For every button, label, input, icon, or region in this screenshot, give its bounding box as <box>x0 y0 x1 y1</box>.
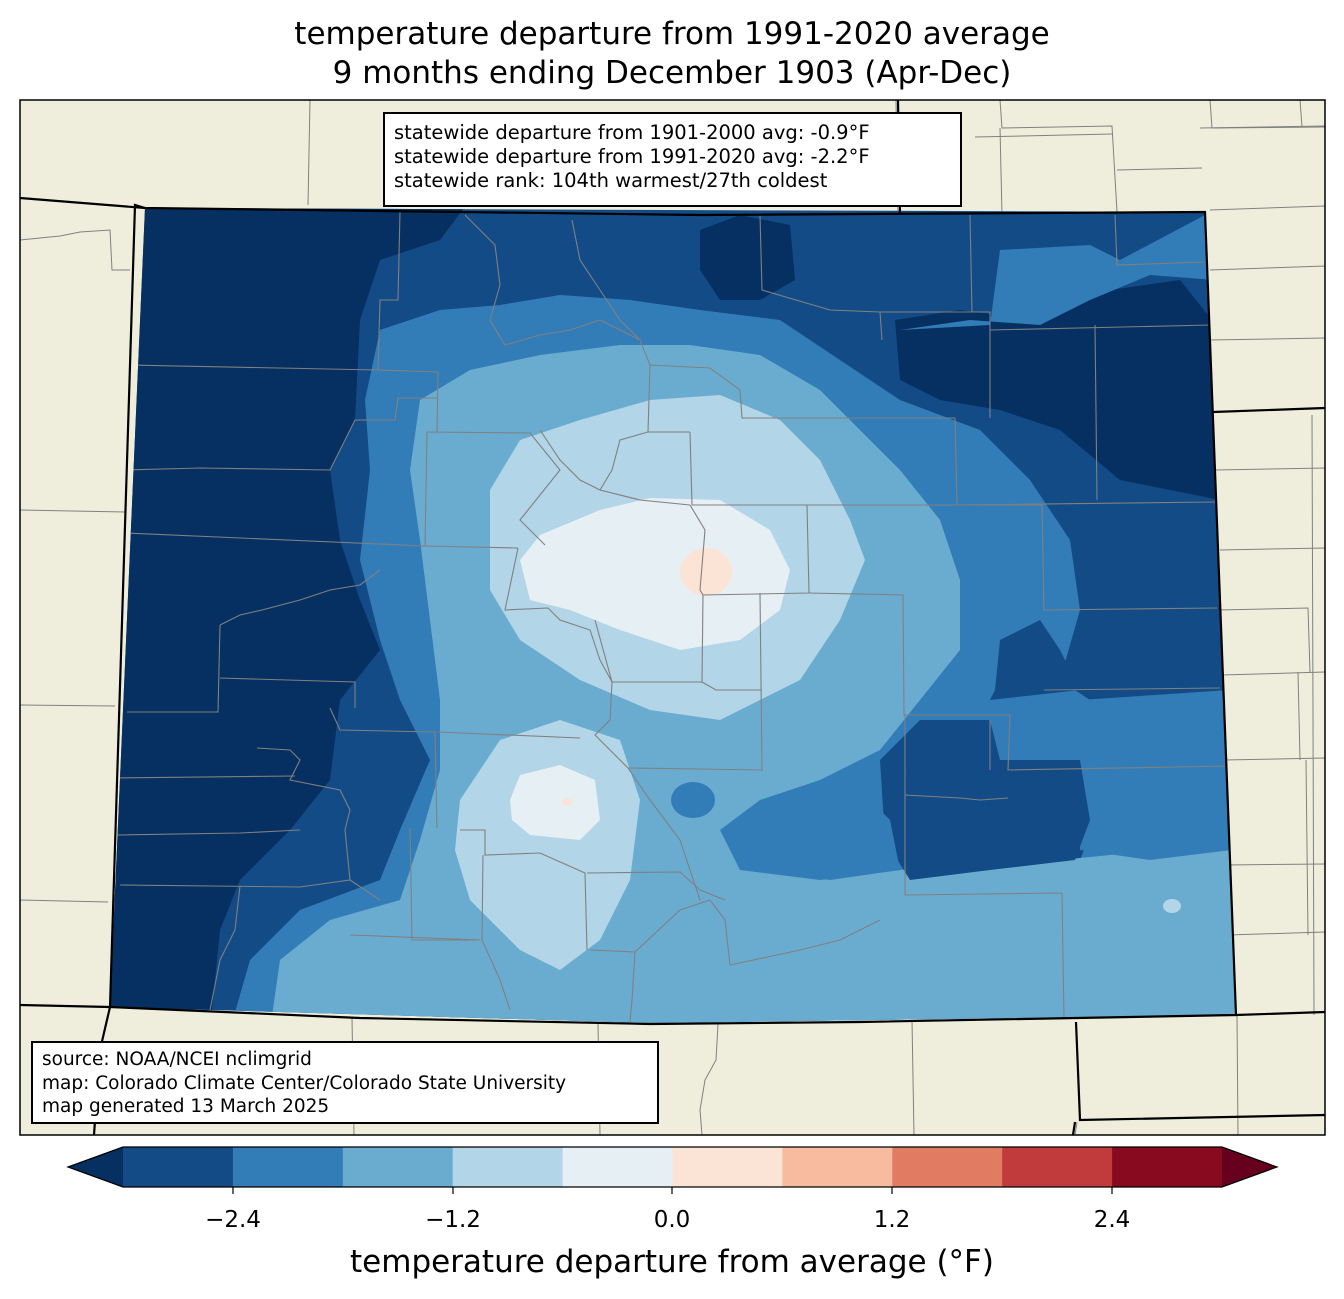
contour-band-minus-2-4-southeast-restore <box>885 760 1090 880</box>
colorbar-extend-low <box>68 1147 123 1187</box>
colorado-border <box>20 196 1238 1026</box>
source-map: map: Colorado Climate Center/Colorado St… <box>42 1072 567 1094</box>
stats-rank: statewide rank: 104th warmest/27th colde… <box>394 169 828 192</box>
texas-border <box>1071 1121 1077 1135</box>
oklahoma-panhandle-border <box>1074 1021 1325 1122</box>
colorbar-swatch <box>123 1147 234 1187</box>
colorbar-swatch <box>1002 1147 1113 1187</box>
colorbar-tick-label: −1.2 <box>425 1207 481 1233</box>
colorado-county-lines <box>112 211 1231 1023</box>
statewide-stats-box: statewide departure from 1901-2000 avg: … <box>383 112 962 207</box>
source-data: source: NOAA/NCEI nclimgrid <box>42 1049 312 1070</box>
colorbar-tick-label: −2.4 <box>205 1207 261 1233</box>
colorbar-swatch <box>672 1147 783 1187</box>
colorbar-swatch <box>1112 1147 1223 1187</box>
contour-band-0-0-north <box>520 498 790 650</box>
colorbar-swatch <box>782 1147 893 1187</box>
colorbar-swatch <box>342 1147 454 1187</box>
map-title-line1: temperature departure from 1991-2020 ave… <box>294 16 1050 52</box>
kansas-oklahoma-border <box>1235 1010 1325 1017</box>
stats-departure-1991-2020: statewide departure from 1991-2020 avg: … <box>394 145 870 168</box>
colorbar-swatch <box>452 1147 564 1187</box>
colorbar-label: temperature departure from average (°F) <box>350 1244 994 1280</box>
contour-band-below-minus-2-4-west <box>110 208 470 1023</box>
source-generated: map generated 13 March 2025 <box>42 1096 330 1117</box>
contour-band-minus-1-8-south <box>740 790 900 880</box>
contour-band-below-minus-2-4-north <box>700 215 795 300</box>
colorbar-extend-high <box>1222 1147 1277 1187</box>
temperature-anomaly-field <box>110 208 1236 1023</box>
contour-band-minus-2-4-east <box>990 620 1080 700</box>
colorbar-tick-label: 1.2 <box>873 1207 911 1233</box>
map-border <box>19 99 1326 1136</box>
stats-departure-1901-2000: statewide departure from 1901-2000 avg: … <box>394 121 870 144</box>
colorbar-swatch <box>562 1147 673 1187</box>
contour-band-minus-1-8-east <box>1080 690 1232 860</box>
map-title-line2: 9 months ending December 1903 (Apr-Dec) <box>332 55 1012 91</box>
colorbar-tick-label: 2.4 <box>1093 1207 1131 1233</box>
nebraska-kansas-border <box>1212 406 1325 414</box>
source-box: source: NOAA/NCEI nclimgrid map: Colorad… <box>31 1041 659 1124</box>
contour-band-minus-0-6-island <box>1163 899 1181 913</box>
map-frame <box>20 100 1325 1135</box>
contour-band-positive-north <box>680 548 732 596</box>
colorbar-tick-label: 0.0 <box>653 1207 691 1233</box>
contour-band-0-0-south <box>510 765 600 840</box>
contour-band-below-minus-2-4-northeast <box>895 280 1220 500</box>
colorbar-outline <box>66 1146 1279 1188</box>
contour-band-minus-1-8-island <box>671 782 715 818</box>
contour-band-positive-south <box>562 798 572 806</box>
colorbar-swatch <box>892 1147 1003 1187</box>
colorbar <box>66 1146 1279 1194</box>
colorbar-swatch <box>232 1147 344 1187</box>
contour-band-minus-1-8-north <box>900 215 1215 330</box>
